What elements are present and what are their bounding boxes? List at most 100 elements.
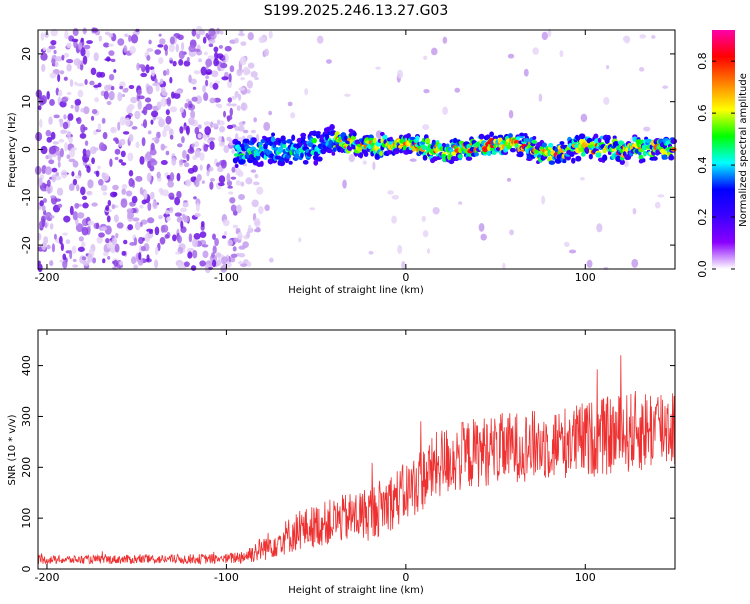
spectral-speckle	[113, 214, 119, 223]
y-tick-label: 300	[20, 406, 33, 427]
spectral-speckle	[216, 119, 221, 125]
spectral-band-cell	[280, 135, 286, 142]
spectral-band-cell	[329, 124, 335, 131]
spectral-speckle	[84, 140, 89, 146]
spectral-speckle	[231, 149, 235, 154]
spectral-speckle	[77, 212, 85, 219]
spectral-speckle	[68, 136, 73, 144]
spectral-speckle	[232, 224, 239, 229]
spectral-speckle	[198, 29, 206, 36]
spectral-speckle	[107, 256, 111, 260]
spectral-speckle	[213, 51, 219, 61]
spectrogram-y-ticks: -20 -10 0 10 20	[20, 47, 675, 254]
spectral-speckle	[82, 27, 87, 35]
spectral-speckle	[426, 248, 431, 254]
spectral-speckle	[198, 58, 202, 63]
x-tick-label: -100	[214, 571, 239, 584]
spectral-speckle	[204, 126, 212, 136]
spectral-speckle	[236, 68, 245, 73]
spectral-speckle	[442, 36, 448, 44]
spectral-speckle	[102, 131, 108, 140]
spectral-speckle	[98, 35, 103, 42]
y-tick-label: 20	[20, 47, 33, 61]
spectral-speckle	[211, 259, 217, 268]
spectral-speckle	[128, 177, 135, 187]
spectral-speckle	[173, 92, 181, 99]
spectral-speckle	[251, 199, 259, 208]
spectral-speckle	[245, 177, 253, 185]
spectral-speckle	[90, 115, 95, 121]
snr-x-ticks: -200 -100 0 100	[34, 330, 596, 584]
spectral-speckle	[179, 159, 184, 166]
spectral-speckle	[230, 204, 237, 212]
spectral-speckle	[41, 205, 46, 212]
spectral-speckle	[502, 262, 506, 270]
spectral-speckle	[89, 80, 95, 86]
spectral-band-cell	[638, 148, 644, 153]
spectral-speckle	[391, 194, 399, 200]
spectral-speckle	[240, 41, 247, 46]
spectral-speckle	[258, 205, 264, 215]
spectral-speckle	[95, 222, 100, 230]
spectral-speckle	[254, 76, 259, 81]
spectral-speckle	[121, 250, 127, 256]
spectral-speckle	[186, 56, 190, 62]
spectral-speckle	[45, 154, 49, 160]
spectral-speckle	[147, 202, 152, 211]
spectral-speckle	[176, 172, 181, 182]
spectral-speckle	[229, 107, 233, 117]
spectral-band-cell	[358, 152, 364, 159]
spectral-band-cell	[367, 143, 373, 150]
spectral-speckle	[45, 129, 52, 137]
spectral-speckle	[121, 183, 128, 190]
spectral-speckle	[401, 260, 406, 270]
x-tick-label: 0	[402, 571, 409, 584]
spectral-speckle	[191, 28, 197, 37]
spectral-speckle	[37, 263, 43, 273]
spectral-band-cell	[331, 151, 336, 156]
spectral-speckle	[39, 118, 43, 128]
spectral-speckle	[226, 172, 231, 183]
spectral-speckle	[96, 71, 103, 78]
spectral-band-cell	[282, 144, 287, 149]
spectral-speckle	[54, 61, 59, 67]
spectral-speckle	[208, 43, 214, 48]
spectral-speckle	[240, 181, 245, 187]
spectral-speckle	[118, 159, 124, 163]
spectral-speckle	[169, 196, 175, 200]
spectral-speckle	[227, 185, 233, 189]
spectral-speckle	[65, 239, 71, 245]
spectral-speckle	[240, 263, 248, 267]
spectral-speckle	[422, 124, 430, 131]
spectral-speckle	[93, 84, 99, 88]
spectral-speckle	[606, 65, 610, 70]
spectral-speckle	[195, 95, 202, 104]
spectral-speckle	[372, 161, 376, 171]
spectral-speckle	[80, 108, 85, 113]
snr-panel: -200 -100 0 100 0 100 200 300 400 Height of str…	[7, 329, 676, 596]
spectral-speckle	[179, 107, 184, 113]
spectral-speckle	[102, 258, 106, 264]
spectral-speckle	[144, 97, 152, 103]
spectral-speckle	[45, 211, 52, 221]
spectral-speckle	[268, 110, 273, 116]
spectral-speckle	[167, 180, 174, 188]
spectral-band-cell	[559, 141, 565, 145]
spectral-speckle	[258, 36, 266, 44]
spectral-speckle	[38, 105, 42, 111]
spectral-speckle	[643, 126, 651, 132]
spectral-speckle	[78, 42, 83, 50]
spectral-speckle	[229, 197, 236, 204]
spectral-speckle	[197, 133, 202, 139]
spectral-speckle	[46, 90, 50, 100]
spectral-speckle	[180, 42, 185, 51]
spectral-speckle	[316, 35, 324, 44]
spectral-speckle	[171, 157, 177, 166]
spectral-band-cell	[593, 133, 599, 139]
spectral-speckle	[119, 116, 126, 126]
spectral-speckle	[182, 202, 189, 208]
spectral-speckle	[423, 55, 428, 60]
colorbar-tick-label: 0.8	[696, 52, 709, 70]
spectral-speckle	[86, 40, 93, 45]
